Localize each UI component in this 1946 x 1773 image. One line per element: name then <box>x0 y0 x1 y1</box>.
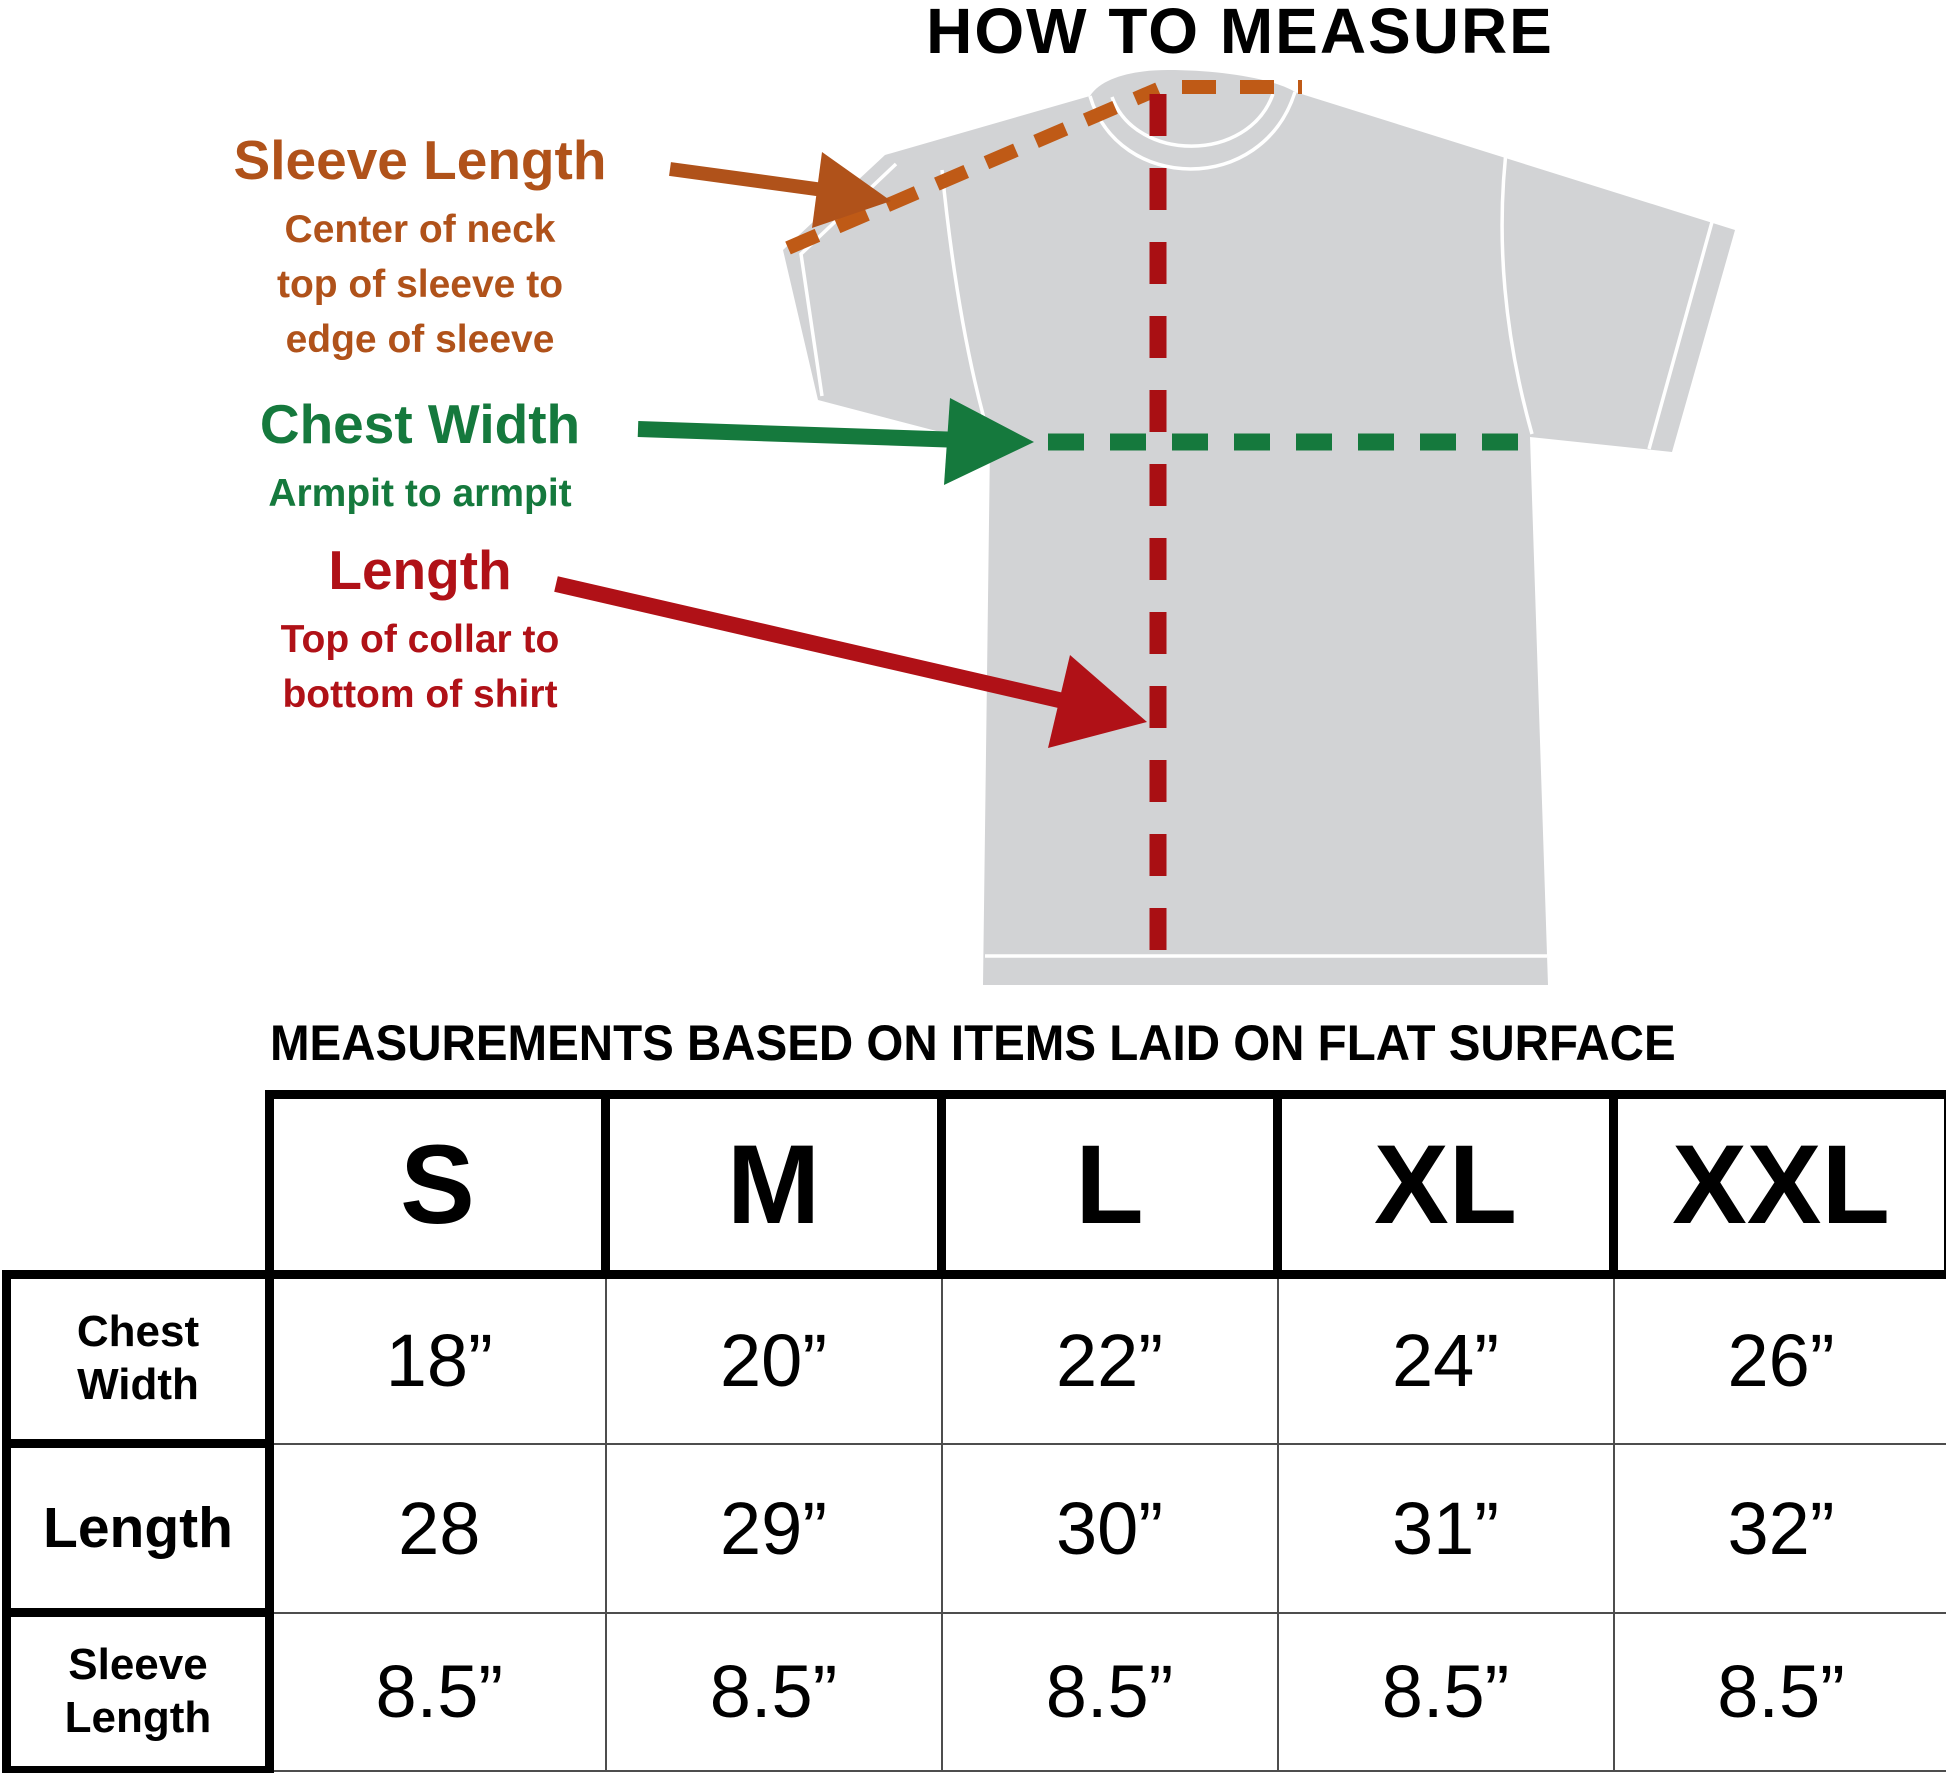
sleeve-length-label: Sleeve Length Center of neck top of slee… <box>120 129 720 367</box>
tshirt-measure-diagram <box>554 70 1735 985</box>
chest-width-value-s: 18” <box>268 1273 607 1445</box>
chest-width-value-l: 22” <box>940 1273 1279 1445</box>
chest-width-label: Chest Width Armpit to armpit <box>120 393 720 521</box>
length-value-xl: 31” <box>1276 1442 1615 1614</box>
description-line: bottom of shirt <box>282 672 558 716</box>
description-line: Armpit to armpit <box>268 471 572 515</box>
sleeve-length-label-title: Sleeve Length <box>233 129 607 191</box>
row-label-chest-width: Chest Width <box>2 1270 274 1448</box>
sleeve-length-row: Sleeve Length 8.5” 8.5” 8.5” 8.5” 8.5” <box>2 1608 1946 1773</box>
page-title: HOW TO MEASURE <box>926 0 1554 67</box>
length-arrow-shaft <box>554 576 1074 711</box>
chest-width-arrow-icon <box>637 398 1034 485</box>
table-caption-text: MEASUREMENTS BASED ON ITEMS LAID ON FLAT… <box>270 1015 1676 1071</box>
chest-width-value-m: 20” <box>604 1273 943 1445</box>
length-label-description: Top of collar to bottom of shirt <box>120 612 720 722</box>
right-armhole-seam <box>1500 135 1534 435</box>
size-column-header-xl: XL <box>1273 1090 1618 1279</box>
length-arrow-icon <box>554 576 1147 748</box>
chest-width-value-xl: 24” <box>1276 1273 1615 1445</box>
sleeve-length-label-description: Center of neck top of sleeve to edge of … <box>120 202 720 367</box>
row-label-length: Length <box>2 1439 274 1617</box>
size-column-header-m: M <box>601 1090 946 1279</box>
length-label: Length Top of collar to bottom of shirt <box>120 539 720 722</box>
sleeve-length-value-xl: 8.5” <box>1276 1611 1615 1772</box>
collar-inner-seam <box>1110 93 1275 148</box>
length-label-title: Length <box>328 539 512 601</box>
row-label-sleeve-length: Sleeve Length <box>2 1608 274 1773</box>
length-value-m: 29” <box>604 1442 943 1614</box>
sleeve-arrow-shaft <box>669 162 839 199</box>
table-caption: MEASUREMENTS BASED ON ITEMS LAID ON FLAT… <box>0 1014 1946 1072</box>
seam-lines <box>799 91 1714 958</box>
chest-width-row: Chest Width 18” 20” 22” 24” 26” <box>2 1270 1946 1448</box>
sleeve-length-measure-line <box>785 82 1161 255</box>
length-value-l: 30” <box>940 1442 1279 1614</box>
sleeve-length-value-s: 8.5” <box>268 1611 607 1772</box>
size-column-header-xxl: XXL <box>1609 1090 1946 1279</box>
sleeve-length-value-xxl: 8.5” <box>1612 1611 1946 1772</box>
length-arrow-head <box>1048 655 1147 748</box>
collar-outer-seam <box>1088 91 1297 171</box>
size-chart-table: S M L XL XXL Chest Width 18” 20” 22” 24”… <box>2 1090 1946 1773</box>
length-value-xxl: 32” <box>1612 1442 1946 1614</box>
chest-width-label-title: Chest Width <box>259 393 581 455</box>
corner-cell <box>6 1094 270 1275</box>
left-armhole-seam <box>940 169 994 447</box>
tshirt-graphic <box>783 70 1735 985</box>
chest-arrow-head <box>944 398 1034 485</box>
size-column-header-s: S <box>265 1090 610 1279</box>
length-value-s: 28 <box>268 1442 607 1614</box>
description-line: Top of collar to <box>280 617 560 661</box>
sleeve-length-value-m: 8.5” <box>604 1611 943 1772</box>
sleeve-length-value-l: 8.5” <box>940 1611 1279 1772</box>
length-row: Length 28 29” 30” 31” 32” <box>2 1439 1946 1617</box>
description-line: edge of sleeve <box>285 317 555 361</box>
size-column-header-l: L <box>937 1090 1282 1279</box>
sleeve-arrow-head <box>812 152 891 228</box>
size-header-row: S M L XL XXL <box>6 1090 1946 1279</box>
chest-arrow-shaft <box>637 421 963 448</box>
chest-width-value-xxl: 26” <box>1612 1273 1946 1445</box>
chest-width-label-description: Armpit to armpit <box>120 466 720 521</box>
description-line: Center of neck <box>284 207 556 251</box>
sleeve-length-arrow-icon <box>669 152 891 228</box>
description-line: top of sleeve to <box>276 262 564 306</box>
right-cuff-seam <box>1647 221 1714 450</box>
